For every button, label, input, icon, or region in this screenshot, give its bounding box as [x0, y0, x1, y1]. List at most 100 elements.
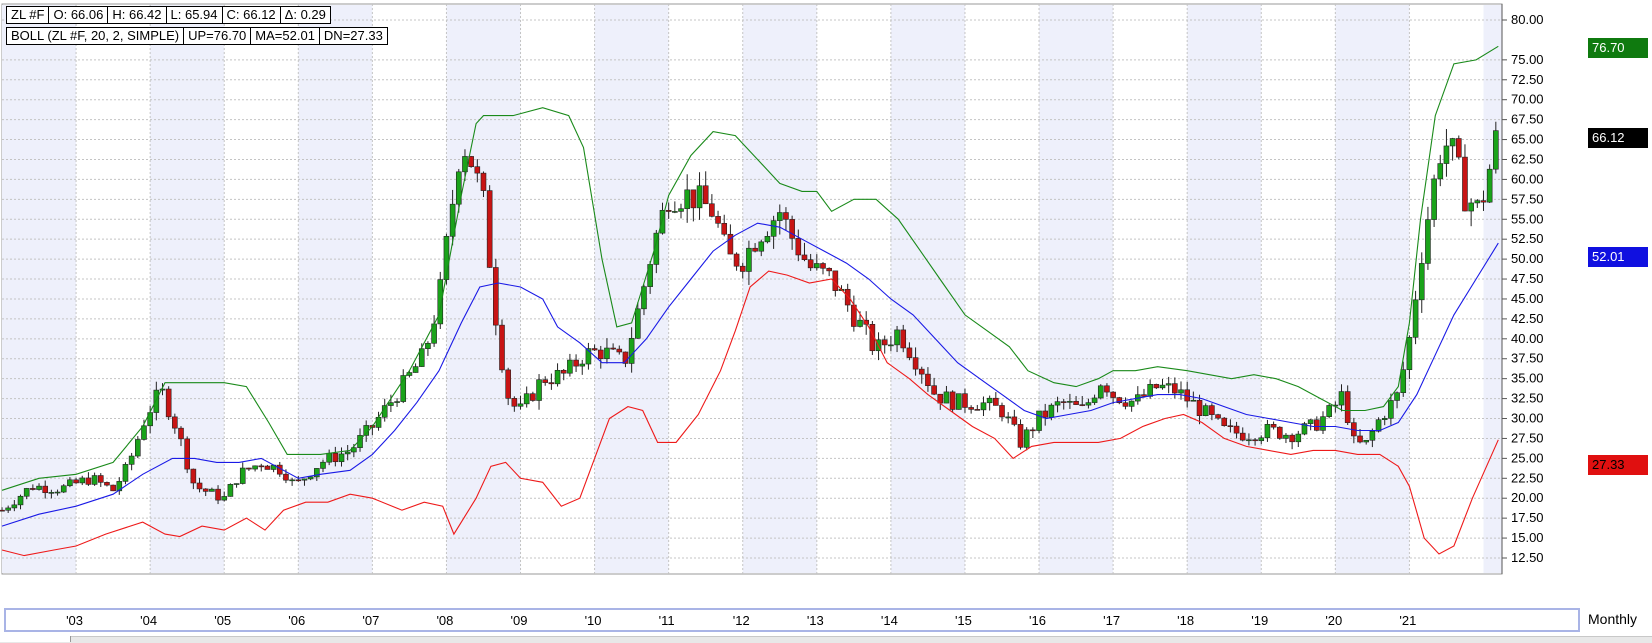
y-tick-label: 62.50 — [1511, 151, 1544, 166]
price-chart[interactable]: 12.50 15.00 17.50 20.00 22.50 25.00 27.50 30.00… — [0, 0, 1652, 608]
candle-body — [776, 212, 783, 221]
candle-body — [1196, 399, 1203, 416]
y-tick-label: 50.00 — [1511, 251, 1544, 266]
candle-body — [1054, 401, 1061, 406]
candle-body — [980, 402, 987, 411]
candle-body — [1079, 404, 1086, 406]
candle-body — [672, 211, 678, 213]
candle-body — [295, 479, 302, 482]
candle-body — [1165, 383, 1172, 386]
candle-body — [1221, 417, 1228, 427]
candle-body — [573, 359, 579, 367]
lower-band-price-tag: 27.33 — [1588, 455, 1648, 475]
candle-body — [5, 507, 11, 511]
candle-body — [233, 483, 240, 485]
candle-body — [1431, 178, 1437, 220]
candle-body — [1153, 384, 1160, 389]
candle-body — [758, 241, 765, 252]
y-tick-label: 40.00 — [1511, 331, 1544, 346]
candle-body — [665, 209, 672, 212]
candle-body — [246, 467, 252, 470]
candle-body — [795, 238, 802, 256]
candle-body — [993, 397, 999, 406]
candle-body — [97, 475, 104, 483]
candle-body — [690, 189, 697, 209]
time-axis[interactable] — [4, 608, 1580, 632]
candle-body — [1486, 168, 1493, 203]
candle-body — [789, 219, 795, 239]
upper-band-price-tag: 76.70 — [1588, 38, 1648, 58]
y-tick-label: 27.50 — [1511, 430, 1544, 445]
y-tick-label: 12.50 — [1511, 550, 1544, 565]
candle-body — [1202, 405, 1209, 416]
y-tick-label: 60.00 — [1511, 171, 1544, 186]
candle-body — [764, 236, 771, 243]
candle-body — [567, 359, 573, 374]
x-tick-label: '16 — [1029, 613, 1046, 628]
candle-body — [1104, 385, 1110, 393]
candle-body — [542, 379, 549, 383]
candle-body — [931, 385, 937, 395]
y-tick-label: 22.50 — [1511, 470, 1544, 485]
candle-body — [60, 485, 67, 493]
candle-body — [394, 401, 400, 403]
candles — [0, 121, 1499, 513]
candle-body — [560, 369, 567, 374]
candle-body — [857, 319, 863, 327]
candle-body — [1283, 434, 1289, 439]
candle-body — [1449, 138, 1456, 147]
indicator-name: BOLL (ZL #F, 20, 2, SIMPLE) — [6, 27, 185, 45]
candle-body — [684, 189, 690, 209]
low-value: L: 65.94 — [165, 6, 223, 24]
candle-body — [1455, 138, 1462, 158]
y-tick-label: 47.50 — [1511, 271, 1544, 286]
middle-band-line — [1, 222, 1499, 527]
x-tick-label: '03 — [66, 613, 83, 628]
last-price-tag: 66.12 — [1588, 128, 1648, 148]
candle-body — [943, 391, 950, 404]
x-tick-label: '11 — [659, 613, 675, 628]
candle-body — [23, 488, 30, 497]
candle-body — [110, 484, 116, 492]
candle-body — [1036, 410, 1042, 431]
candle-body — [1209, 405, 1215, 415]
candle-body — [1073, 400, 1079, 405]
middle-band-price-tag: 52.01 — [1588, 247, 1648, 267]
candle-body — [918, 368, 925, 375]
candle-body — [178, 427, 184, 440]
candle-body — [1030, 429, 1036, 432]
candle-body — [1326, 405, 1332, 417]
candle-body — [1091, 397, 1098, 403]
candle-body — [974, 409, 981, 411]
candle-body — [1067, 400, 1073, 403]
x-tick-label: '18 — [1177, 613, 1194, 628]
x-tick-label: '19 — [1251, 613, 1268, 628]
x-tick-label: '07 — [362, 613, 379, 628]
candle-body — [523, 393, 530, 405]
candle-body — [881, 339, 888, 346]
candle-body — [826, 267, 832, 272]
candle-body — [635, 308, 641, 339]
candle-body — [344, 451, 351, 455]
period-label[interactable]: Monthly — [1588, 611, 1638, 627]
chart-tab[interactable] — [0, 636, 71, 642]
y-tick-label: 55.00 — [1511, 211, 1544, 226]
candle-body — [425, 342, 431, 349]
candle-body — [215, 488, 221, 501]
candle-body — [1307, 419, 1314, 424]
candle-body — [696, 185, 703, 209]
candle-body — [0, 509, 5, 512]
candle-body — [925, 373, 931, 386]
candle-body — [1110, 391, 1116, 398]
y-tick-label: 30.00 — [1511, 411, 1544, 426]
candle-body — [653, 232, 660, 265]
candle-body — [1264, 424, 1271, 439]
candle-body — [122, 464, 129, 482]
y-tick-label: 52.50 — [1511, 231, 1544, 246]
candle-body — [869, 324, 876, 352]
year-stripe — [150, 5, 225, 573]
candle-body — [1400, 369, 1407, 394]
candle-body — [190, 468, 197, 484]
candle-body — [604, 347, 610, 360]
candle-body — [1233, 425, 1240, 434]
